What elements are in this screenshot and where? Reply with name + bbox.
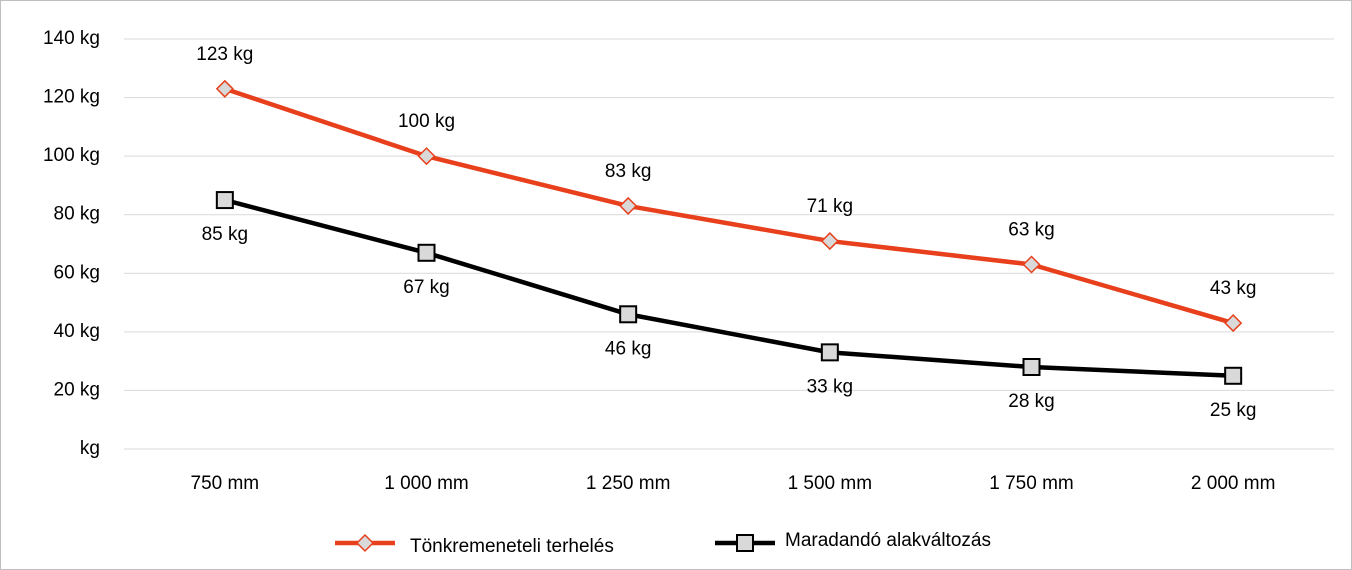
- x-tick-label: 750 mm: [191, 473, 260, 494]
- series-line: [224, 86, 1234, 326]
- data-label: 63 kg: [1008, 220, 1054, 241]
- data-point: [215, 191, 234, 210]
- data-point: [820, 232, 839, 251]
- y-tick-label: 120 kg: [43, 87, 100, 108]
- data-label: 85 kg: [202, 224, 248, 245]
- y-tick-label: 100 kg: [43, 145, 100, 166]
- data-label: 28 kg: [1008, 391, 1054, 412]
- y-tick-label: 80 kg: [54, 204, 100, 225]
- x-tick-label: 2 000 mm: [1191, 473, 1275, 494]
- data-point: [1022, 358, 1041, 376]
- y-tick-label: 140 kg: [43, 28, 100, 49]
- legend-label: Maradandó alakváltozás: [785, 530, 991, 551]
- data-label: 83 kg: [605, 161, 651, 182]
- series-line: [224, 197, 1234, 379]
- y-tick-label: 60 kg: [54, 262, 100, 283]
- x-tick-label: 1 500 mm: [788, 473, 872, 494]
- data-point: [1224, 366, 1243, 385]
- data-point: [1022, 255, 1041, 274]
- data-label: 25 kg: [1210, 400, 1256, 421]
- y-tick-label: 20 kg: [54, 379, 100, 400]
- data-point: [619, 305, 638, 324]
- data-label: 33 kg: [807, 376, 853, 397]
- data-label: 123 kg: [196, 44, 253, 65]
- data-label: 100 kg: [398, 111, 455, 132]
- data-point: [417, 147, 436, 166]
- data-label: 46 kg: [605, 338, 651, 359]
- data-point: [215, 79, 234, 98]
- x-tick-label: 1 750 mm: [989, 473, 1073, 494]
- data-point: [417, 243, 436, 262]
- y-tick-label: 40 kg: [54, 321, 100, 342]
- x-tick-label: 1 250 mm: [586, 473, 670, 494]
- data-label: 71 kg: [807, 196, 853, 217]
- legend-marker: [736, 534, 754, 552]
- y-tick-label: kg: [80, 438, 100, 459]
- x-tick-label: 1 000 mm: [384, 473, 468, 494]
- data-point: [820, 343, 839, 362]
- data-point: [619, 196, 638, 215]
- legend-label: Tönkremeneteli terhelés: [410, 536, 614, 557]
- legend-marker: [355, 533, 375, 553]
- data-label: 67 kg: [403, 277, 449, 298]
- data-label: 43 kg: [1210, 278, 1256, 299]
- data-point: [1224, 314, 1243, 333]
